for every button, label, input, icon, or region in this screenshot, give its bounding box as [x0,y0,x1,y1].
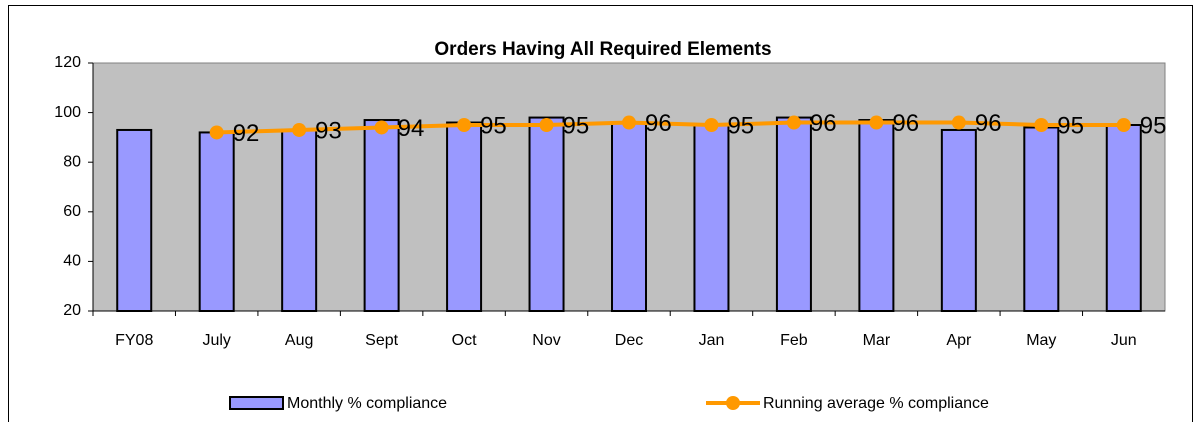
legend-label: Monthly % compliance [287,395,447,412]
line-marker [292,122,307,137]
line-marker [374,120,389,135]
line-marker [704,118,719,132]
legend-swatch [229,396,284,410]
x-tick-label: Sept [365,332,398,349]
bar [528,116,565,312]
data-label: 96 [892,110,919,137]
x-tick-label: Jun [1111,332,1137,349]
y-tick-label: 100 [54,104,81,121]
x-tick-label: FY08 [115,332,153,349]
y-tick-label: 120 [54,54,81,71]
x-tick-label: Dec [615,332,643,349]
data-label: 96 [810,110,837,137]
chart-title: Orders Having All Required Elements [434,39,771,60]
y-tick-label: 40 [63,253,81,270]
data-label: 92 [233,120,260,147]
legend-marker [726,396,740,410]
bar [1105,124,1142,312]
bar [940,128,977,312]
x-tick-label: Jan [699,332,725,349]
data-label: 95 [1057,112,1084,139]
x-tick-label: Feb [780,332,808,349]
data-label: 93 [315,117,342,144]
bar [363,119,400,313]
x-tick-label: May [1026,332,1056,349]
x-tick-label: Apr [946,332,972,349]
x-tick-label: Mar [863,332,891,349]
legend-label: Running average % compliance [763,395,989,412]
x-tick-label: Nov [532,332,560,349]
bar [446,121,483,312]
bar [775,116,812,312]
bar [198,131,235,312]
line-marker [1116,118,1131,132]
x-tick-label: July [202,332,230,349]
x-tick-label: Oct [452,332,477,349]
bar [858,119,895,313]
data-label: 94 [398,115,425,142]
data-label: 95 [1140,112,1167,139]
line [216,120,1124,135]
data-label: 96 [975,110,1002,137]
line-marker [951,115,966,130]
y-tick-label: 20 [63,302,81,319]
line-marker [1034,118,1049,132]
bar [116,128,153,312]
y-tick-label: 60 [63,203,81,220]
data-label: 95 [727,112,754,139]
data-label: 95 [480,112,507,139]
bar [281,128,318,312]
bar [693,124,730,312]
x-tick-label: Aug [285,332,313,349]
y-tick-label: 80 [63,153,81,170]
data-label: 95 [563,112,590,139]
line-marker [622,115,636,130]
line-marker [539,118,554,132]
line-marker [869,115,884,130]
bar [1023,126,1060,313]
bar [611,121,647,312]
line-marker [786,115,801,130]
data-label: 96 [645,110,672,137]
line-marker [457,118,472,132]
line-marker [209,125,224,140]
